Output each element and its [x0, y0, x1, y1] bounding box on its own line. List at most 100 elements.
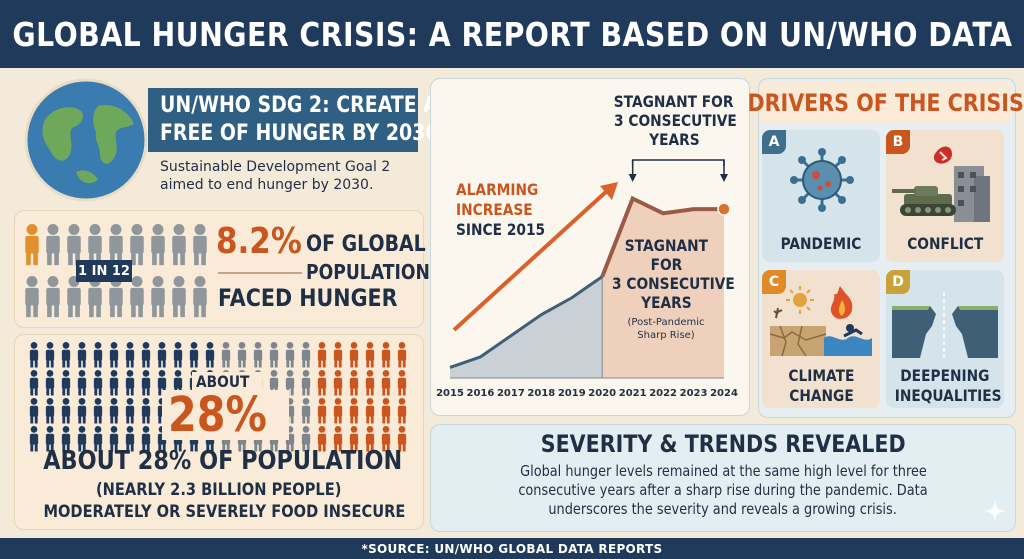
- header-bar: GLOBAL HUNGER CRISIS: A REPORT BASED ON …: [0, 0, 1024, 68]
- person-icon: [365, 370, 375, 396]
- person-icon: [381, 398, 391, 424]
- severity-heading: SEVERITY & TRENDS REVEALED: [540, 430, 906, 458]
- person-icon: [172, 276, 186, 318]
- person-icon: [61, 398, 71, 424]
- bracket-arrowhead-right: [720, 174, 728, 182]
- trend-line-early: [449, 275, 604, 369]
- person-icon: [125, 370, 135, 396]
- person-highlight-icon: [25, 224, 39, 266]
- person-icon: [151, 276, 165, 318]
- person-icon: [88, 276, 102, 318]
- person-icon: [193, 276, 207, 318]
- person-icon: [93, 398, 103, 424]
- severity-panel: [430, 424, 1016, 532]
- driver-card-inequalities: D DEEPENING INEQUALITIES: [886, 270, 1004, 408]
- x-tick-label: 2015: [436, 388, 464, 399]
- person-icon: [173, 342, 183, 368]
- globe-icon: [24, 78, 148, 202]
- tank-icon: [892, 146, 990, 222]
- person-icon: [397, 370, 407, 396]
- goal-description: Sustainable Development Goal 2 aimed to …: [160, 158, 420, 194]
- person-icon: [29, 398, 39, 424]
- sparkle-icon: [984, 500, 1006, 522]
- stat2-line2: (NEARLY 2.3 BILLION PEOPLE): [96, 480, 342, 500]
- person-icon: [317, 342, 327, 368]
- footer-source: *SOURCE: UN/WHO GLOBAL DATA REPORTS: [0, 538, 1024, 559]
- virus-icon: [790, 148, 854, 212]
- severity-line3: underscores the severity and reveals a g…: [548, 500, 898, 518]
- person-icon: [189, 342, 199, 368]
- trend-line-late: [600, 195, 724, 278]
- person-icon: [25, 276, 39, 318]
- goal-banner: UN/WHO SDG 2: CREATE A FREE OF HUNGER BY…: [148, 88, 439, 152]
- severity-body: Global hunger levels remained at the sam…: [430, 462, 1016, 519]
- person-icon: [109, 224, 123, 266]
- person-icon: [130, 276, 144, 318]
- person-icon: [109, 398, 119, 424]
- stat2-percent: 28%: [162, 390, 289, 440]
- person-icon: [77, 370, 87, 396]
- person-icon: [269, 342, 279, 368]
- severity-line2: consecutive years after a sharp rise dur…: [518, 481, 928, 499]
- person-icon: [29, 426, 39, 452]
- x-tick-label: 2020: [588, 388, 616, 399]
- driver-label-pandemic: PANDEMIC: [780, 234, 862, 253]
- stat1-percent: 8.2%: [216, 221, 302, 262]
- person-icon: [77, 426, 87, 452]
- x-tick-label: 2017: [497, 388, 525, 399]
- driver-letter-a: A: [762, 130, 786, 154]
- person-icon: [301, 426, 311, 452]
- person-icon: [365, 342, 375, 368]
- person-icon: [109, 342, 119, 368]
- person-icon: [93, 342, 103, 368]
- person-icon: [333, 398, 343, 424]
- person-icon: [301, 370, 311, 396]
- person-icon: [193, 224, 207, 266]
- person-icon: [46, 276, 60, 318]
- person-icon: [77, 398, 87, 424]
- person-icon: [317, 398, 327, 424]
- increase-arrow: [452, 188, 610, 332]
- person-icon: [221, 342, 231, 368]
- driver-letter-b: B: [886, 130, 910, 154]
- person-icon: [125, 342, 135, 368]
- person-icon: [381, 426, 391, 452]
- stagnant-annotation: STAGNANT FOR 3 CONSECUTIVE YEARS: [613, 92, 737, 149]
- person-icon: [151, 224, 165, 266]
- severity-line1: Global hunger levels remained at the sam…: [519, 462, 927, 480]
- person-icon: [45, 426, 55, 452]
- person-icon: [349, 426, 359, 452]
- person-icon: [349, 342, 359, 368]
- goal-heading-line1: UN/WHO SDG 2: CREATE A: [160, 93, 438, 118]
- footer-text: *SOURCE: UN/WHO GLOBAL DATA REPORTS: [361, 541, 663, 556]
- person-icon: [285, 342, 295, 368]
- person-icon: [125, 398, 135, 424]
- driver-card-pandemic: A PANDEMIC: [762, 130, 880, 262]
- stagnant-area: [602, 198, 724, 378]
- person-icon: [46, 224, 60, 266]
- climate-icon: [769, 286, 872, 357]
- person-icon: [205, 342, 215, 368]
- page-title: GLOBAL HUNGER CRISIS: A REPORT BASED ON …: [12, 14, 1012, 54]
- person-icon: [381, 342, 391, 368]
- shaded-annotation: STAGNANT FOR 3 CONSECUTIVE YEARS (Post-P…: [602, 236, 735, 342]
- drivers-heading: DRIVERS OF THE CRISIS: [748, 82, 1024, 124]
- goal-desc-line2: aimed to end hunger by 2030.: [160, 177, 374, 193]
- ratio-badge: 1 IN 12: [76, 260, 132, 282]
- person-icon: [172, 224, 186, 266]
- x-tick-label: 2016: [467, 388, 495, 399]
- person-icon: [88, 224, 102, 266]
- bracket-arrowhead-left: [628, 174, 637, 182]
- driver-label-inequal-2: INEQUALITIES: [894, 386, 1002, 405]
- stat1-divider: [218, 272, 302, 274]
- person-icon: [141, 398, 151, 424]
- person-icon: [237, 342, 247, 368]
- stagnant-bracket: [631, 159, 725, 166]
- person-icon: [45, 370, 55, 396]
- person-icon: [349, 398, 359, 424]
- x-tick-label: 2022: [649, 388, 677, 399]
- person-icon: [67, 224, 81, 266]
- person-icon: [397, 398, 407, 424]
- stat2-headline: ABOUT 28% OF POPULATION: [43, 446, 403, 476]
- person-icon: [381, 370, 391, 396]
